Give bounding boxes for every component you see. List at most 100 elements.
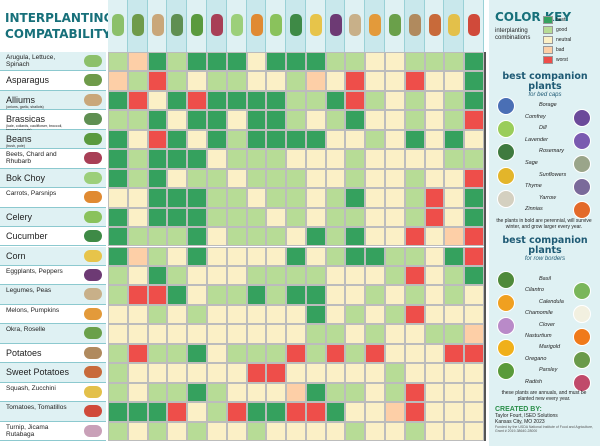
row-label-text: Melons, Pumpkins [6,306,60,314]
compatibility-cell [206,343,227,364]
key-label: neutral [556,37,572,43]
row-header: Carrots, Parsnips [0,188,106,208]
compatibility-cell [187,382,207,403]
compatibility-cell [424,227,445,247]
vegetable-picture [84,405,102,418]
compatibility-cell [127,149,148,169]
compatibility-cell [167,324,188,344]
vegetable-picture [389,14,402,36]
plant-photo [573,305,591,324]
compatibility-cell [286,188,306,208]
compatibility-cell [404,402,425,422]
compatibility-cell [464,402,484,422]
compatibility-cell [365,188,386,208]
plant-name: Nasturtium [525,333,552,339]
compatibility-cell [404,149,425,169]
compatibility-cell [187,265,207,286]
compatibility-cell [286,129,306,150]
row-header: Legumes, Peas [0,285,106,305]
compatibility-cell [206,382,227,403]
compatibility-cell [187,227,207,247]
compatibility-cell [266,324,287,344]
credit-line-2: Kansas City, MO 2023 [495,419,545,425]
vegetable-picture [210,14,223,36]
compatibility-cell [404,421,425,441]
compatibility-cell [385,110,405,130]
compatibility-cell [444,110,465,130]
row-label-note: (bush, pole) [6,143,25,148]
compatibility-cell [147,285,168,305]
plant-name: Dill [539,125,547,132]
row-label-text: Legumes, Peas [6,287,52,295]
compatibility-cell [305,129,326,150]
compatibility-cell [385,324,405,344]
row-header: Bok Choy [0,168,106,189]
compatibility-cell [305,343,326,364]
row-label: Arugula, Lettuce, Spinach [6,54,74,68]
compatibility-cell [286,285,306,305]
compatibility-cell [325,285,346,305]
compatibility-cell [424,363,445,383]
compatibility-cell [464,304,484,325]
compatibility-cell [424,71,445,91]
compatibility-cell [108,246,128,266]
compatibility-cell [345,382,366,403]
plant-photo [573,282,591,301]
plant-name: Cilantro [525,287,544,294]
plant-photo [573,350,591,369]
compatibility-cell [305,382,326,403]
compatibility-cell [464,363,484,383]
compatibility-cell [286,265,306,286]
compatibility-cell [444,188,465,208]
key-label: best [556,17,566,23]
compatibility-cell [187,421,207,441]
row-label-text: Eggplants, Peppers [6,267,63,275]
column-headers [108,0,484,52]
compatibility-cell [444,382,465,403]
compatibility-cell [325,188,346,208]
column-header [286,0,306,52]
compatibility-cell [147,52,168,72]
compatibility-cell [187,207,207,228]
plant-name: Parsley [539,367,558,374]
compatibility-cell [206,129,227,150]
row-label-text: Arugula, Lettuce, Spinach [6,54,56,68]
compatibility-cell [226,382,247,403]
compatibility-cell [246,168,267,189]
compatibility-cell [246,285,267,305]
compatibility-cell [108,265,128,286]
compatibility-cell [187,324,207,344]
compatibility-cell [108,71,128,91]
compatibility-cell [464,129,484,150]
compatibility-cell [444,402,465,422]
compatibility-cell [147,324,168,344]
plant-photo [497,271,515,289]
compatibility-cell [444,324,465,344]
plant-photo [573,201,591,220]
compatibility-cell [226,343,247,364]
compatibility-cell [444,71,465,91]
vegetable-picture [329,14,342,36]
plant-photo [497,362,515,381]
compatibility-cell [206,265,227,286]
compatibility-cell [385,168,405,189]
compatibility-cell [127,363,148,383]
column-header [464,0,484,52]
compatibility-cell [167,149,188,169]
row-label: Beets, Chard and Rhubarb [6,151,74,165]
row-label-note: (onions, garlic, shallots) [6,104,44,109]
key-swatch [543,46,553,54]
compatibility-cell [325,129,346,150]
compatibility-cell [108,188,128,208]
compatibility-cell [305,207,326,228]
vegetable-picture [349,14,362,36]
compatibility-cell [167,265,188,286]
compatibility-cell [365,227,386,247]
vegetable-picture [131,14,144,36]
compatibility-cell [147,110,168,130]
plant-name: Yarrow [539,194,557,201]
vegetable-picture [84,93,102,106]
row-header: Squash, Zucchini [0,383,106,403]
compatibility-cell [424,149,445,169]
compatibility-cell [325,52,346,72]
